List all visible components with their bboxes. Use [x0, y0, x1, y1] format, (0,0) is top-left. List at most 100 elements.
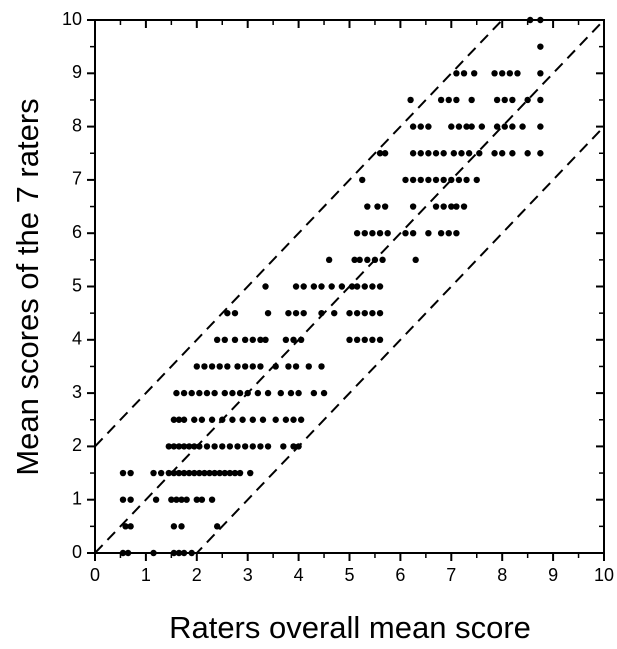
point	[185, 469, 193, 477]
x-tick-label: 7	[446, 565, 456, 585]
point	[445, 230, 452, 237]
point	[412, 256, 419, 264]
y-tick-label: 5	[72, 275, 82, 295]
point	[417, 123, 424, 130]
point	[331, 309, 338, 317]
point	[183, 496, 190, 503]
point	[180, 469, 188, 477]
point	[300, 309, 307, 317]
point	[292, 283, 300, 290]
point	[381, 203, 389, 210]
point	[226, 443, 234, 450]
point	[318, 363, 325, 370]
point	[478, 123, 486, 130]
point	[175, 416, 183, 423]
point	[122, 523, 129, 530]
point	[468, 96, 475, 104]
point	[361, 230, 368, 237]
point	[221, 336, 228, 343]
point	[509, 150, 516, 157]
point	[224, 309, 231, 317]
point	[127, 523, 134, 530]
point	[440, 203, 447, 210]
point	[346, 336, 353, 343]
point	[361, 283, 368, 290]
point	[537, 96, 544, 104]
x-tick-label: 2	[192, 565, 202, 585]
y-tick-label: 3	[72, 382, 82, 402]
point	[201, 469, 208, 477]
point	[226, 469, 234, 477]
point	[249, 416, 256, 423]
point	[432, 176, 440, 184]
point	[460, 70, 468, 77]
point	[211, 469, 218, 477]
point	[417, 150, 424, 157]
point	[519, 123, 526, 130]
point	[127, 469, 134, 477]
y-tick-label: 2	[72, 435, 82, 455]
point	[432, 150, 440, 157]
point	[356, 256, 363, 264]
point	[318, 309, 325, 317]
point	[168, 496, 175, 503]
point	[295, 443, 302, 450]
point	[201, 363, 208, 370]
point	[262, 336, 269, 343]
x-tick-label: 3	[243, 565, 253, 585]
point	[346, 309, 353, 317]
point	[493, 96, 501, 104]
point	[310, 283, 318, 290]
point	[249, 363, 256, 370]
point	[468, 123, 475, 130]
point	[463, 176, 470, 184]
point	[437, 96, 445, 104]
point	[381, 150, 389, 157]
point	[353, 283, 361, 290]
point	[325, 256, 333, 264]
point	[351, 256, 358, 264]
point	[409, 203, 417, 210]
point	[277, 389, 284, 397]
point	[369, 230, 376, 237]
point	[476, 150, 483, 157]
point	[231, 469, 239, 477]
point	[216, 469, 223, 477]
point	[282, 416, 290, 423]
y-tick-label: 8	[72, 115, 82, 135]
point	[219, 416, 226, 423]
x-tick-label: 8	[497, 565, 507, 585]
point	[499, 70, 506, 77]
point	[219, 443, 226, 450]
point	[374, 203, 381, 210]
point	[524, 96, 531, 104]
point	[292, 363, 300, 370]
point	[236, 389, 244, 397]
point	[425, 123, 432, 130]
point	[514, 70, 521, 77]
y-tick-label: 0	[72, 542, 82, 562]
point	[348, 283, 356, 290]
point	[170, 523, 178, 530]
reference-line	[95, 20, 504, 448]
point	[208, 496, 216, 503]
point	[359, 176, 366, 184]
point	[239, 416, 246, 423]
point	[440, 176, 447, 184]
point	[221, 469, 228, 477]
point	[537, 123, 544, 130]
point	[191, 469, 198, 477]
point	[221, 389, 228, 397]
point	[175, 443, 183, 450]
point	[249, 336, 256, 343]
point	[196, 443, 203, 450]
x-tick-label: 9	[548, 565, 558, 585]
point	[440, 150, 447, 157]
point	[409, 176, 417, 184]
point	[198, 496, 206, 503]
point	[453, 203, 460, 210]
point	[196, 389, 203, 397]
point	[290, 336, 297, 343]
point	[231, 309, 239, 317]
y-tick-label: 6	[72, 222, 82, 242]
